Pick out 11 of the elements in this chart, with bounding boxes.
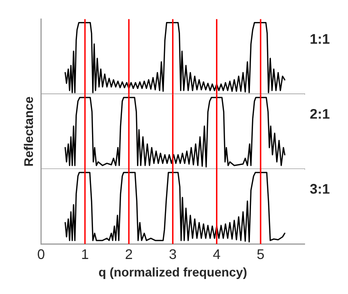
- x-tick-label: 0: [38, 249, 44, 260]
- text: 2:1: [310, 108, 330, 119]
- x-tick-label: 5: [257, 249, 264, 260]
- text: 3:1: [310, 184, 330, 194]
- x-tick-label: 3: [169, 249, 176, 260]
- x-axis-title: q (normalized frequency): [98, 267, 246, 280]
- x-tick-label: 1: [82, 249, 88, 259]
- y-axis-title: Reflectance: [24, 96, 34, 166]
- x-tick-label: 4: [213, 249, 220, 259]
- text: 1:1: [310, 34, 330, 44]
- x-tick-label: 2: [126, 249, 132, 259]
